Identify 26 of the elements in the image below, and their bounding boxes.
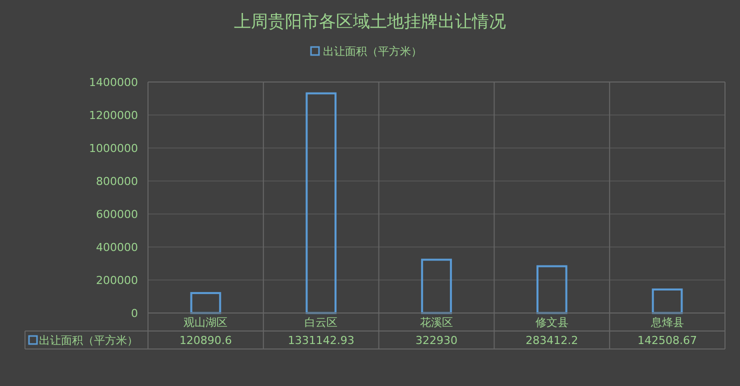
data-label: 120890.6 <box>179 334 232 347</box>
data-label: 142508.67 <box>638 334 698 347</box>
x-tick-label: 修文县 <box>535 316 568 329</box>
x-tick-label: 观山湖区 <box>184 316 228 329</box>
chart-title: 上周贵阳市各区域土地挂牌出让情况 <box>234 12 506 32</box>
y-tick-label: 1200000 <box>89 109 138 122</box>
x-tick-label: 花溪区 <box>420 316 453 329</box>
data-label: 1331142.93 <box>288 334 354 347</box>
bar <box>306 92 337 314</box>
bar <box>652 288 683 314</box>
data-label: 283412.2 <box>526 334 578 347</box>
data-label: 322930 <box>416 334 458 347</box>
x-tick-label: 白云区 <box>304 316 338 329</box>
y-tick-label: 1400000 <box>89 76 138 89</box>
bar <box>421 258 452 314</box>
y-tick-label: 200000 <box>96 274 138 287</box>
y-tick-label: 1000000 <box>89 142 138 155</box>
y-tick-label: 400000 <box>96 241 138 254</box>
legend-label: 出让面积（平方米） <box>323 45 422 58</box>
y-tick-label: 0 <box>131 307 138 320</box>
y-tick-label: 800000 <box>96 175 138 188</box>
y-tick-label: 600000 <box>96 208 138 221</box>
bar <box>536 265 568 314</box>
bar <box>190 292 222 314</box>
x-tick-label: 息烽县 <box>650 316 684 329</box>
text: 出让面积（平方米） <box>39 334 138 347</box>
